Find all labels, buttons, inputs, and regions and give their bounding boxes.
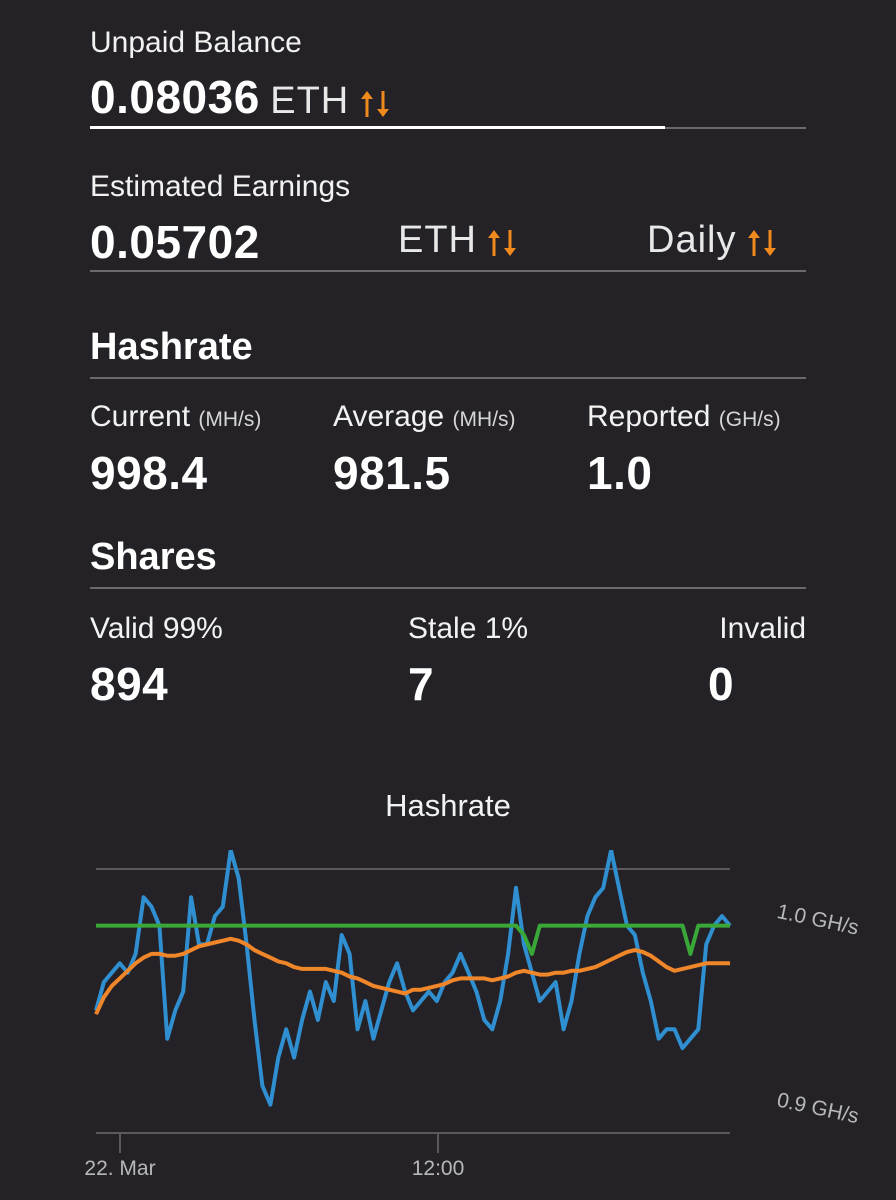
estimated-earnings-divider — [90, 270, 806, 272]
earnings-period: Daily — [647, 219, 737, 261]
hashrate-divider — [90, 377, 806, 379]
unpaid-balance-value: 0.08036 — [90, 71, 260, 123]
reported-label-text: Reported — [587, 400, 711, 433]
current-label-text: Current — [90, 400, 191, 433]
average-hashrate-label: Average (MH/s) — [333, 400, 516, 434]
chart-series-group — [94, 850, 732, 1107]
current-hashrate-value: 998.4 — [90, 447, 208, 499]
shares-divider — [90, 587, 806, 589]
sort-arrows-icon[interactable] — [745, 226, 779, 260]
stale-shares-value: 7 — [408, 658, 435, 710]
current-hashrate-line — [94, 850, 732, 1107]
average-unit: (MH/s) — [452, 408, 516, 431]
invalid-shares-label: Invalid — [719, 612, 806, 645]
average-hashrate-value: 981.5 — [333, 447, 451, 499]
reported-unit: (GH/s) — [718, 408, 781, 431]
hashrate-chart[interactable]: 22. Mar 12:00 1.0 GH/s 0.9 GH/s — [0, 850, 896, 1200]
unpaid-balance-label: Unpaid Balance — [90, 26, 302, 59]
average-label-text: Average — [333, 400, 445, 433]
sort-arrows-icon[interactable] — [485, 226, 519, 260]
chart-title: Hashrate — [385, 788, 511, 823]
valid-shares-label: Valid 99% — [90, 612, 223, 645]
chart-ticks-group: 22. Mar 12:00 1.0 GH/s 0.9 GH/s — [84, 900, 860, 1180]
average-hashrate-line — [94, 936, 730, 1016]
earnings-currency: ETH — [398, 219, 477, 261]
y-tick-label: 0.9 GH/s — [775, 1089, 861, 1129]
x-tick-label: 12:00 — [412, 1157, 465, 1180]
estimated-earnings-label: Estimated Earnings — [90, 170, 351, 203]
invalid-shares-value: 0 — [708, 658, 735, 710]
unpaid-balance-currency[interactable]: ETH — [270, 80, 350, 122]
valid-shares-value: 894 — [90, 658, 169, 710]
reported-hashrate-label: Reported (GH/s) — [587, 400, 781, 434]
shares-heading: Shares — [90, 536, 217, 578]
current-unit: (MH/s) — [198, 408, 262, 431]
estimated-earnings-value: 0.05702 — [90, 216, 260, 268]
earnings-period-selector[interactable]: Daily — [647, 219, 779, 262]
reported-hashrate-value: 1.0 — [587, 447, 653, 499]
x-tick-label: 22. Mar — [84, 1157, 155, 1180]
unpaid-balance-progress — [90, 126, 665, 129]
hashrate-heading: Hashrate — [90, 326, 253, 368]
y-tick-label: 1.0 GH/s — [775, 900, 861, 940]
stale-shares-label: Stale 1% — [408, 612, 529, 645]
current-hashrate-label: Current (MH/s) — [90, 400, 261, 434]
unpaid-balance-row[interactable]: 0.08036 ETH — [90, 70, 392, 124]
earnings-currency-selector[interactable]: ETH — [398, 219, 519, 262]
reported-hashrate-line — [96, 923, 730, 956]
sort-arrows-icon[interactable] — [358, 87, 392, 121]
